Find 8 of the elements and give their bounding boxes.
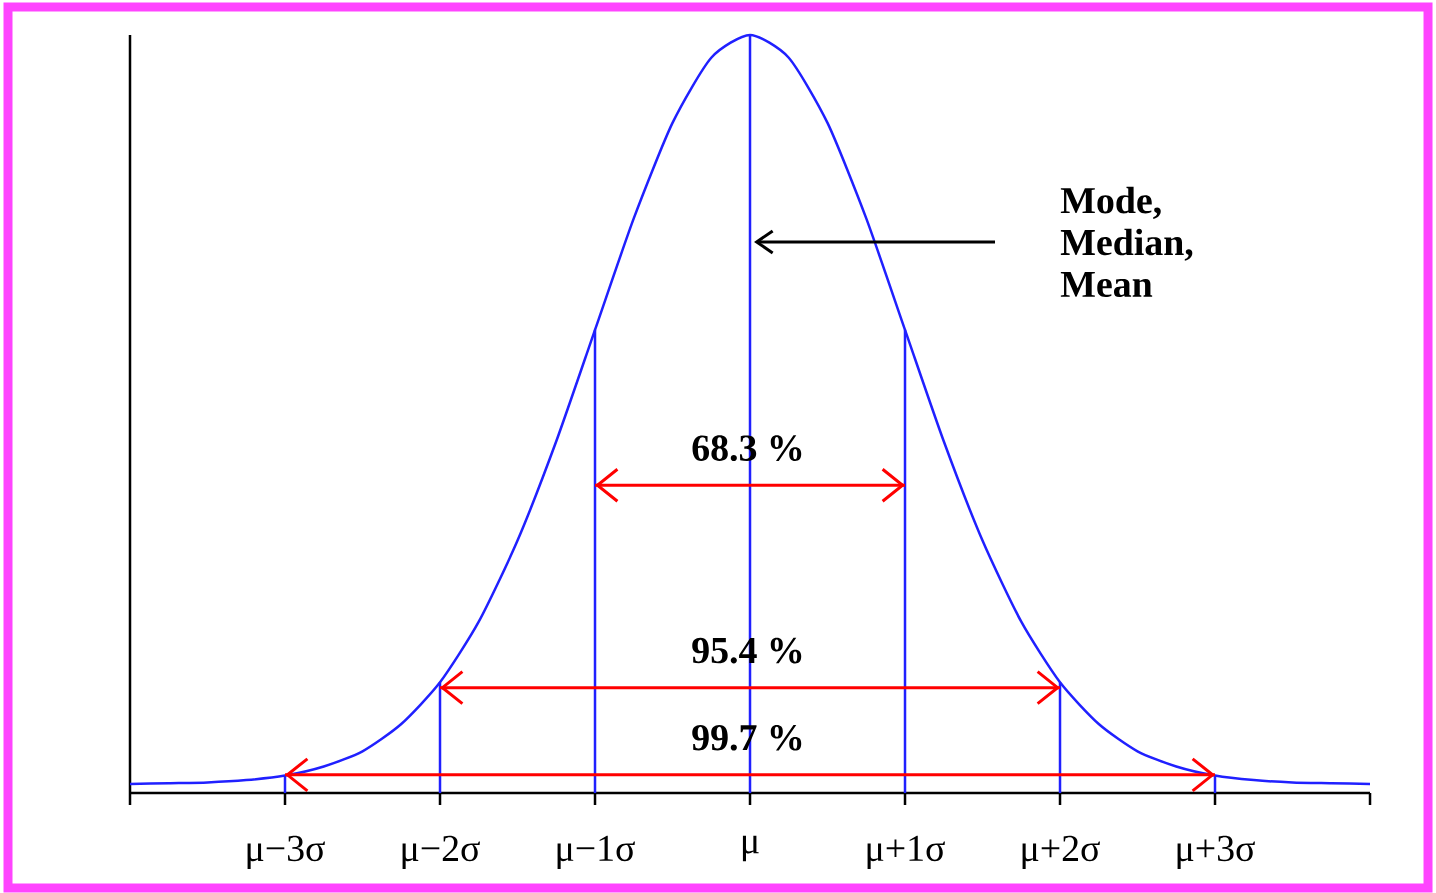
x-tick-label: μ−1σ bbox=[557, 835, 635, 869]
x-tick-label: μ+1σ bbox=[867, 835, 945, 869]
x-tick-label: μ−2σ bbox=[402, 835, 480, 869]
x-tick-label: μ+3σ bbox=[1177, 835, 1255, 869]
x-tick-label: μ+2σ bbox=[1022, 835, 1100, 869]
x-tick-label: μ−3σ bbox=[247, 835, 325, 869]
annotation: Mode, Median, Mean bbox=[1060, 186, 1193, 298]
x-tick-label: μ bbox=[742, 835, 759, 862]
